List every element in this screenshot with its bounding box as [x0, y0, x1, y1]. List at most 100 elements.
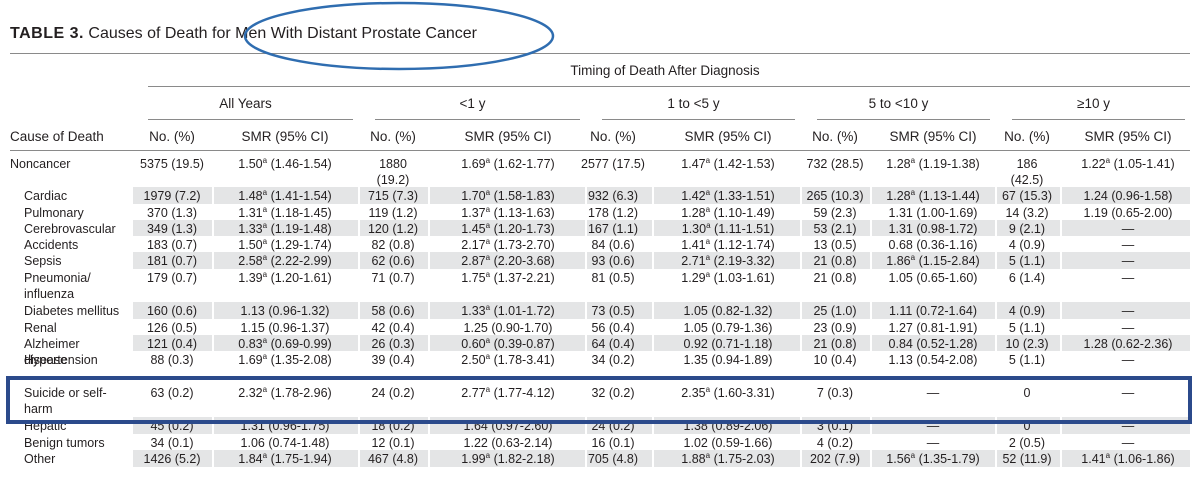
confidence-interval: (1.62-1.77) [493, 157, 555, 171]
smr-cell: 1.06 (0.74-1.48) [240, 436, 330, 450]
count-cell: 179 (0.7) [146, 271, 198, 285]
column-header: SMR (95% CI) [684, 129, 772, 144]
count-cell: 24 (0.2) [591, 419, 635, 433]
confidence-interval: (1.33-1.51) [713, 189, 775, 203]
smr-cell: 1.88a (1.75-2.03) [658, 450, 798, 467]
row-shade [872, 220, 995, 236]
row-shade [997, 450, 1060, 467]
group-rule [602, 119, 795, 120]
row-shade [360, 450, 428, 467]
smr-estimate: 1.84 [238, 452, 263, 466]
row-shade [802, 450, 870, 467]
smr-estimate: 2.87 [461, 254, 486, 268]
count-cell: 56 (0.4) [591, 320, 635, 335]
smr-cell: 1.24 (0.96-1.58) [1083, 189, 1173, 203]
smr-cell: 1.31 (0.98-1.72) [888, 222, 978, 236]
count-cell: 167 (1.1) [587, 222, 639, 236]
smr-cell: — [1121, 436, 1135, 450]
confidence-interval: (1.78-2.96) [270, 386, 332, 400]
smr-cell: — [1121, 304, 1135, 318]
row-shade [360, 187, 428, 204]
group-header: 5 to <10 y [868, 96, 929, 111]
smr-estimate: 2.50 [461, 353, 486, 367]
footnote-mark: a [705, 204, 711, 214]
confidence-interval: (2.22-2.99) [270, 254, 332, 268]
confidence-interval: (1.03-1.61) [713, 271, 775, 285]
smr-cell: 0.92 (0.71-1.18) [683, 337, 773, 351]
count-cell: 349 (1.3) [146, 222, 198, 236]
smr-cell: 2.17a (1.73-2.70) [438, 236, 578, 253]
column-header: SMR (95% CI) [464, 129, 552, 144]
confidence-interval: (1.01-1.72) [493, 304, 555, 318]
row-shade [872, 450, 995, 467]
column-header: No. (%) [812, 129, 858, 144]
smr-cell: 2.77a (1.77-4.12) [438, 384, 578, 401]
smr-estimate: 1.28 [886, 189, 911, 203]
count-cell: 7 (0.3) [816, 386, 854, 400]
smr-cell: 1.84a (1.75-1.94) [220, 450, 350, 467]
footnote-mark: a [485, 450, 491, 460]
count-cell: 932 (6.3) [587, 189, 639, 203]
footnote-mark: a [910, 450, 916, 460]
row-shade [872, 187, 995, 204]
count-cell: 88 (0.3) [150, 353, 194, 367]
smr-cell: — [926, 436, 940, 450]
group-rule [148, 119, 353, 120]
footnote-mark: a [1105, 155, 1111, 165]
smr-estimate: 2.32 [238, 386, 263, 400]
row-label: Cerebrovascular [24, 222, 116, 236]
row-shade [360, 252, 428, 269]
row-shade [872, 335, 995, 351]
count-cell: 58 (0.6) [371, 304, 415, 318]
smr-estimate: 2.77 [461, 386, 486, 400]
row-shade [1062, 335, 1190, 351]
row-label: Sepsis [24, 254, 62, 268]
count-cell: 26 (0.3) [371, 337, 415, 351]
smr-cell: — [1121, 254, 1135, 268]
row-shade [360, 220, 428, 236]
smr-cell: 1.50a (1.29-1.74) [220, 236, 350, 253]
row-label: Hepatic [24, 419, 67, 433]
smr-cell: 1.30a (1.11-1.51) [658, 220, 798, 237]
confidence-interval: (1.42-1.53) [713, 157, 775, 171]
row-shade [997, 252, 1060, 269]
row-shade [872, 252, 995, 269]
smr-estimate: 1.37 [461, 205, 486, 220]
row-label: Diabetes mellitus [24, 304, 120, 318]
count-cell: 82 (0.8) [371, 238, 415, 252]
confidence-interval: (1.29-1.74) [270, 238, 332, 252]
row-shade [214, 187, 358, 204]
smr-cell: 1.27 (0.81-1.91) [888, 320, 978, 335]
confidence-interval: (1.73-2.70) [493, 238, 555, 252]
footnote-mark: a [262, 187, 268, 197]
smr-cell: — [1121, 386, 1135, 400]
count-cell: 4 (0.9) [1008, 238, 1046, 252]
footnote-mark: a [485, 351, 491, 361]
count-cell: 5375 (19.5) [140, 157, 204, 171]
smr-estimate: 1.69 [238, 353, 263, 367]
footnote-mark: a [485, 204, 491, 214]
footnote-mark: a [485, 335, 491, 345]
footnote-mark: a [705, 450, 711, 460]
count-cell: 0 [1023, 419, 1031, 433]
smr-cell: 2.50a (1.78-3.41) [438, 351, 578, 368]
row-shade [133, 220, 212, 236]
count-cell: 120 (1.2) [367, 222, 419, 236]
confidence-interval: (0.69-0.99) [270, 337, 332, 351]
row-shade [997, 302, 1060, 319]
row-shade [997, 220, 1060, 236]
count-cell: 34 (0.2) [591, 353, 635, 367]
smr-cell: 1.28a (1.10-1.49) [658, 204, 798, 221]
smr-estimate: 1.41 [1081, 452, 1106, 466]
footnote-mark: a [262, 450, 268, 460]
footnote-mark: a [485, 269, 491, 279]
count-cell: 467 (4.8) [367, 452, 419, 466]
group-rule [817, 119, 990, 120]
smr-cell: 1.05 (0.82-1.32) [683, 304, 773, 318]
smr-cell: 1.70a (1.58-1.83) [438, 187, 578, 204]
row-shade [802, 302, 870, 319]
footnote-mark: a [262, 236, 268, 246]
row-shade [430, 302, 585, 319]
smr-estimate: 1.99 [461, 452, 486, 466]
smr-cell: 1.37a (1.13-1.63) [438, 204, 578, 221]
